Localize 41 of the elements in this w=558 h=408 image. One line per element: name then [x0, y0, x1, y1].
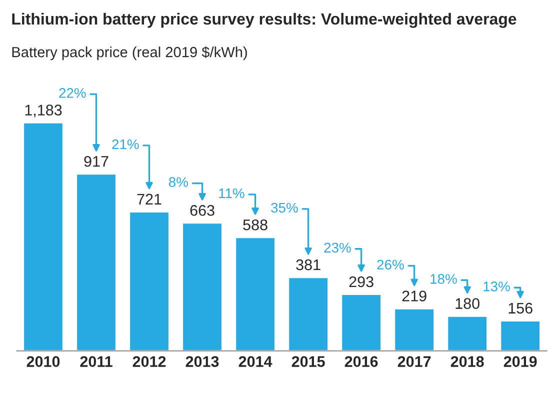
data-label: 180 [456, 298, 480, 309]
x-tick-label: 2019 [504, 356, 537, 367]
annotation: 13% [484, 282, 510, 292]
x-tick-label: 2018 [450, 356, 484, 367]
bar [76, 173, 117, 351]
data-label: 293 [349, 276, 374, 288]
bar [394, 308, 435, 351]
x-tick-label: 2011 [80, 356, 112, 367]
x-tick-label: 2010 [26, 356, 60, 367]
x-tick-label: 2016 [344, 356, 378, 367]
bar [500, 320, 541, 351]
bar [340, 294, 382, 351]
bar [182, 222, 223, 351]
x-tick-label: 2017 [398, 356, 431, 367]
x-tick-label: 2015 [292, 356, 325, 367]
data-label: 588 [243, 219, 268, 230]
data-label: 721 [137, 194, 162, 204]
annotation: 21% [112, 139, 139, 150]
data-label: 1,183 [25, 104, 62, 118]
data-label: 156 [508, 302, 532, 314]
x-tick-label: 2014 [238, 356, 272, 367]
bar [288, 276, 329, 351]
chart-title: Lithium-ion battery price survey results: Volume-weighted average [12, 12, 516, 28]
bar [128, 211, 170, 351]
data-label: 917 [84, 156, 108, 167]
bar [446, 315, 488, 351]
data-label: 381 [296, 259, 320, 270]
data-label: 219 [402, 290, 426, 302]
annotation: 26% [377, 260, 404, 270]
text: 22% [59, 88, 86, 98]
annotation: 23% [324, 242, 351, 253]
x-tick-label: 2013 [186, 356, 219, 367]
bar [22, 122, 64, 351]
x-tick-label: 2012 [132, 356, 166, 367]
bar [234, 236, 276, 351]
annotation: 11% [219, 188, 244, 198]
annotation: 35% [271, 202, 298, 213]
chart-subtitle: Battery pack price (real 2019 $/kWh) [12, 46, 247, 60]
data-label: 663 [190, 204, 214, 216]
annotation: 8% [168, 177, 188, 187]
annotation: 18% [430, 274, 457, 284]
